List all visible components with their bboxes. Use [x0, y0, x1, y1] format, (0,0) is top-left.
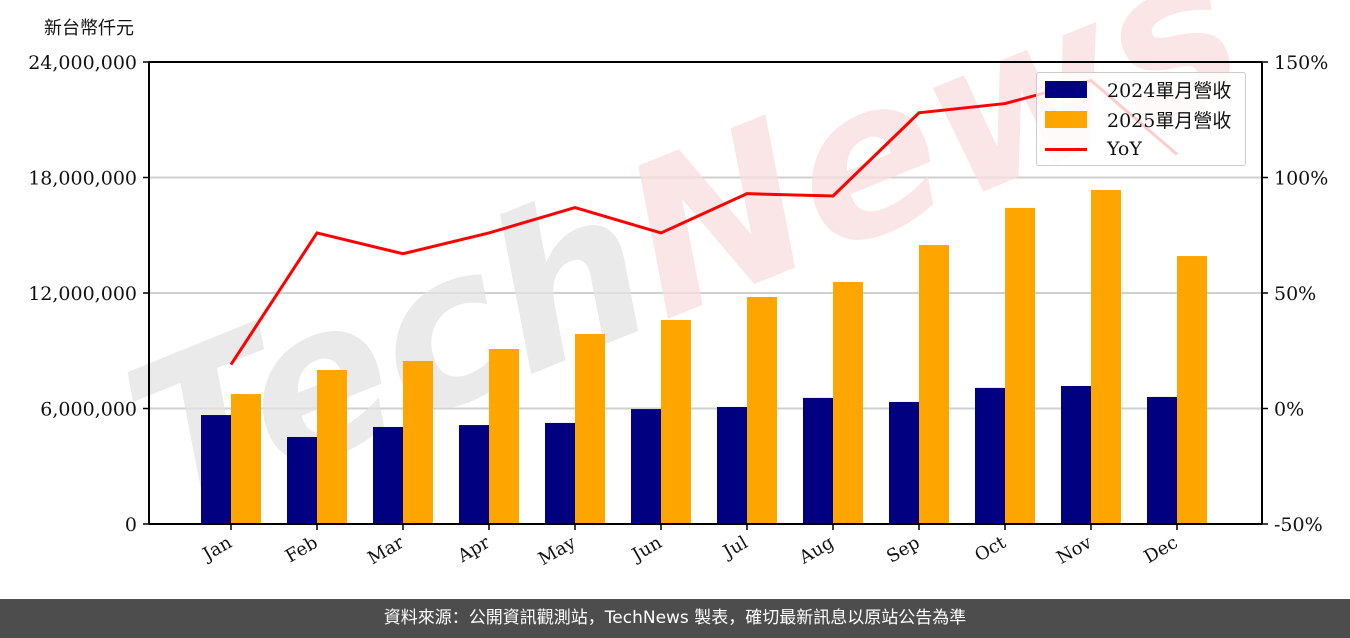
x-tick-label: Apr — [453, 532, 493, 567]
bar-2024-apr — [459, 425, 489, 524]
legend-label-2024: 2024單月營收 — [1107, 79, 1232, 102]
legend-item-yoy: YoY — [1045, 136, 1142, 162]
bar-2025-apr — [489, 349, 519, 524]
legend-label-2025: 2025單月營收 — [1107, 109, 1232, 132]
y2-tick-label: 150% — [1274, 52, 1328, 74]
bar-2025-nov — [1091, 190, 1121, 524]
y-tick-label: 18,000,000 — [28, 168, 137, 190]
bar-2025-jan — [231, 394, 261, 524]
x-tick-label: Mar — [364, 532, 408, 569]
x-tick-label: Feb — [282, 532, 322, 567]
chart-plot: TechNews06,000,00012,000,00018,000,00024… — [28, 0, 1328, 570]
legend-label-yoy: YoY — [1107, 138, 1142, 160]
bar-2024-may — [545, 422, 575, 524]
bar-2024-mar — [373, 426, 403, 524]
bar-2025-sep — [919, 245, 949, 524]
y2-tick-label: 100% — [1274, 168, 1328, 190]
chart-legend: 2024單月營收 2025單月營收 YoY — [1036, 72, 1246, 166]
bar-2025-dec — [1177, 256, 1207, 524]
bar-2025-jul — [747, 297, 777, 524]
bar-2024-jul — [717, 406, 747, 524]
legend-item-2025: 2025單月營收 — [1045, 106, 1231, 132]
legend-item-2024: 2024單月營收 — [1045, 76, 1231, 102]
x-tick-label: Dec — [1141, 532, 1182, 568]
bar-2024-sep — [889, 401, 919, 524]
y-tick-label: 0 — [125, 514, 137, 536]
bar-2025-aug — [833, 282, 863, 524]
y2-tick-label: -50% — [1274, 514, 1323, 536]
y-tick-label: 24,000,000 — [28, 52, 137, 74]
x-tick-label: Nov — [1053, 532, 1096, 569]
legend-swatch-2025 — [1045, 110, 1087, 128]
bar-2024-feb — [287, 436, 317, 524]
x-tick-label: Jun — [627, 532, 666, 567]
bar-2024-nov — [1061, 385, 1091, 524]
y-axis-unit-label: 新台幣仟元 — [44, 18, 134, 39]
x-tick-label: Jul — [718, 532, 752, 564]
bar-2025-mar — [403, 360, 433, 524]
x-tick-label: Aug — [795, 532, 838, 569]
y-tick-label: 12,000,000 — [28, 283, 137, 305]
bar-2024-oct — [975, 387, 1005, 524]
yoy-line — [229, 78, 1178, 366]
bar-2025-oct — [1005, 207, 1035, 525]
bar-2025-may — [575, 334, 605, 524]
legend-swatch-2024 — [1045, 80, 1087, 98]
bar-2024-dec — [1147, 396, 1177, 524]
x-tick-label: May — [535, 532, 580, 570]
x-tick-label: Oct — [971, 532, 1010, 567]
bar-2024-aug — [803, 397, 833, 524]
legend-line-yoy — [1045, 147, 1087, 151]
x-tick-label: Sep — [883, 532, 923, 567]
bar-2025-jun — [661, 319, 691, 524]
y2-tick-label: 50% — [1274, 283, 1316, 305]
bar-2024-jun — [631, 409, 661, 524]
bar-2024-jan — [201, 415, 231, 524]
y2-tick-label: 0% — [1274, 399, 1304, 421]
source-footer: 資料來源：公開資訊觀測站，TechNews 製表，確切最新訊息以原站公告為準 — [0, 599, 1350, 638]
y-tick-label: 6,000,000 — [40, 399, 137, 421]
bar-2025-feb — [317, 370, 347, 524]
